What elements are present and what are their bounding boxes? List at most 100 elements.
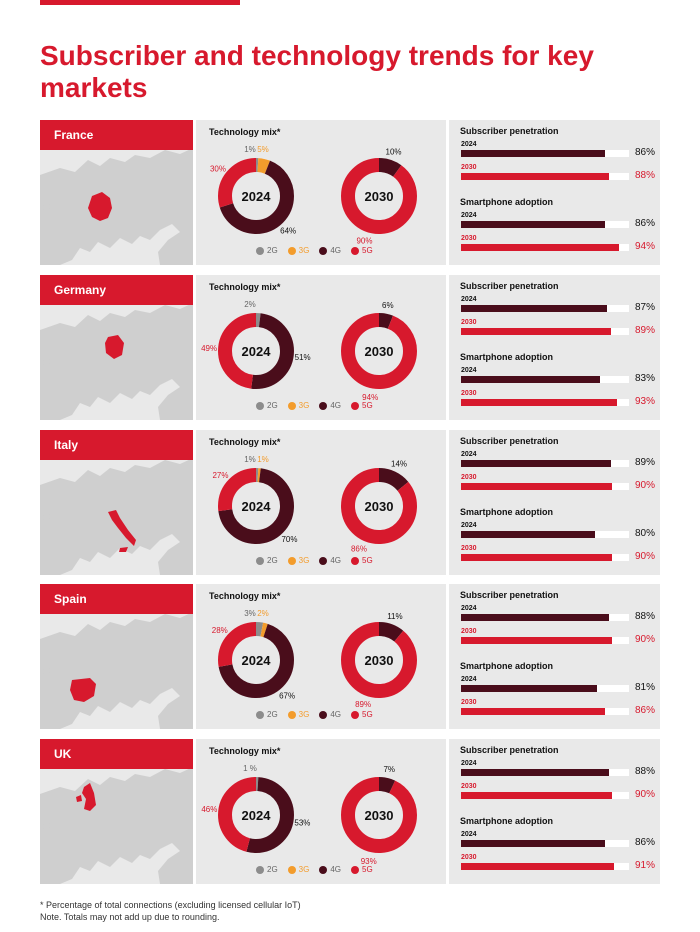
- donut-label-5g: 94%: [362, 393, 378, 402]
- bar-track: [461, 376, 629, 383]
- bar-fill-2024: [461, 614, 609, 621]
- bar-value-label: 89%: [634, 325, 655, 336]
- donut-label-4g: 51%: [295, 353, 311, 362]
- legend-label: 2G: [267, 556, 278, 565]
- bar-value-label: 86%: [634, 147, 655, 158]
- donut-label-4g: 64%: [280, 226, 296, 235]
- map-land: [40, 303, 193, 420]
- bar-fill-2024: [461, 150, 606, 157]
- country-label: UK: [40, 739, 193, 769]
- legend-item-4g: 4G: [319, 556, 341, 565]
- technology-legend: 2G 3G 4G 5G: [256, 865, 373, 874]
- bar-fill-2024: [461, 531, 596, 538]
- bar-value-label: 88%: [634, 170, 655, 181]
- bar-track: [461, 554, 629, 561]
- market-panel-uk: UK Technology mix* 1 % 53% 46% 2024 7% 93% 2030 2…: [40, 739, 660, 884]
- country-label: Spain: [40, 584, 193, 614]
- market-panel-spain: Spain Technology mix* 3% 2% 67% 28% 2024 11% 89%…: [40, 584, 660, 729]
- map-land: [40, 612, 193, 729]
- legend-dot: [351, 556, 360, 565]
- bar-track: [461, 863, 629, 870]
- bar-value-label: 91%: [634, 860, 655, 871]
- bar-value-label: 83%: [634, 373, 655, 384]
- donut-label-2g: 2%: [244, 300, 256, 309]
- legend-item-4g: 4G: [319, 401, 341, 410]
- map-country-highlight: [105, 335, 124, 359]
- legend-dot: [319, 401, 328, 410]
- donut-label-5g: 49%: [201, 344, 217, 353]
- technology-legend: 2G 3G 4G 5G: [256, 556, 373, 565]
- smartphone-adoption-title: Smartphone adoption: [460, 507, 553, 517]
- map-country-highlight: [70, 678, 96, 702]
- market-panel-germany: Germany Technology mix* 2% 51% 49% 2024 6% 94% 2…: [40, 275, 660, 420]
- legend-dot: [287, 246, 296, 255]
- legend-item-2g: 2G: [256, 865, 278, 874]
- bar-value-label: 86%: [634, 837, 655, 848]
- legend-label: 5G: [362, 556, 373, 565]
- legend-label: 3G: [298, 556, 310, 565]
- technology-mix-title: Technology mix*: [209, 746, 281, 756]
- map-box: UK: [40, 739, 193, 884]
- bar-track: [461, 150, 629, 157]
- bar-track: [461, 685, 629, 692]
- legend-item-3g: 3G: [287, 401, 309, 410]
- donut-center-label: 2030: [365, 808, 394, 823]
- donut-label-4g: 10%: [386, 147, 402, 156]
- bar-value-label: 94%: [634, 241, 655, 252]
- bar-year-label: 2024: [461, 367, 477, 374]
- map-box: Italy: [40, 430, 193, 575]
- donut-segment-4g: [218, 777, 294, 853]
- top-accent-bar: [40, 0, 240, 5]
- technology-mix-box: Technology mix* 1% 1% 70% 27% 2024 14% 86% 2030 2…: [196, 430, 446, 575]
- bar-fill-2030: [461, 554, 613, 561]
- legend-item-5g: 5G: [351, 865, 373, 874]
- bar-fill-2030: [461, 244, 619, 251]
- donut-center-label: 2024: [242, 653, 272, 668]
- bar-fill-2024: [461, 460, 611, 467]
- bar-year-label: 2030: [461, 545, 477, 552]
- bar-track: [461, 399, 629, 406]
- bar-value-label: 81%: [634, 682, 655, 693]
- legend-item-2g: 2G: [256, 710, 278, 719]
- bar-value-label: 86%: [634, 705, 655, 716]
- donut-center-label: 2024: [242, 808, 272, 823]
- bar-track: [461, 483, 629, 490]
- bar-value-label: 86%: [634, 218, 655, 229]
- donut-label-4g: 11%: [387, 612, 402, 621]
- donut-segment-5g: [218, 468, 294, 544]
- legend-dot: [256, 710, 264, 719]
- donut-segment-4g: [218, 313, 294, 389]
- technology-mix-title: Technology mix*: [209, 127, 281, 137]
- donut-charts: 3% 2% 67% 28% 2024 11% 89% 2030: [212, 609, 417, 709]
- bar-year-label: 2030: [461, 699, 477, 706]
- legend-label: 2G: [267, 710, 278, 719]
- donut-label-3g: 1%: [257, 455, 269, 464]
- bar-track: [461, 328, 629, 335]
- legend-dot: [319, 865, 328, 874]
- donut-segment-5g: [218, 158, 294, 234]
- subscriber-penetration-title: Subscriber penetration: [460, 436, 559, 446]
- legend-dot: [256, 865, 264, 874]
- country-label: France: [40, 120, 193, 150]
- bar-track: [461, 614, 629, 621]
- technology-mix-box: Technology mix* 1% 5% 64% 30% 2024 10% 90% 2030 2…: [196, 120, 446, 265]
- bar-track: [461, 792, 629, 799]
- donut-label-2g: 3%: [244, 609, 256, 618]
- subscriber-penetration-title: Subscriber penetration: [460, 745, 559, 755]
- bar-value-label: 89%: [634, 457, 655, 468]
- bar-fill-2030: [461, 792, 613, 799]
- legend-label: 4G: [330, 710, 342, 719]
- legend-dot: [351, 246, 360, 255]
- legend-item-4g: 4G: [319, 710, 341, 719]
- smartphone-adoption-title: Smartphone adoption: [460, 816, 553, 826]
- bar-year-label: 2024: [461, 451, 477, 458]
- map-illustration: [40, 303, 193, 420]
- legend-label: 5G: [362, 865, 373, 874]
- donut-label-4g: 70%: [281, 535, 297, 544]
- bar-track: [461, 244, 629, 251]
- donut-label-4g: 14%: [391, 459, 407, 468]
- donut-label-2g: 1%: [244, 455, 256, 464]
- donut-center-label: 2030: [365, 653, 394, 668]
- donut-segment-5g: [218, 313, 294, 389]
- bar-track: [461, 221, 629, 228]
